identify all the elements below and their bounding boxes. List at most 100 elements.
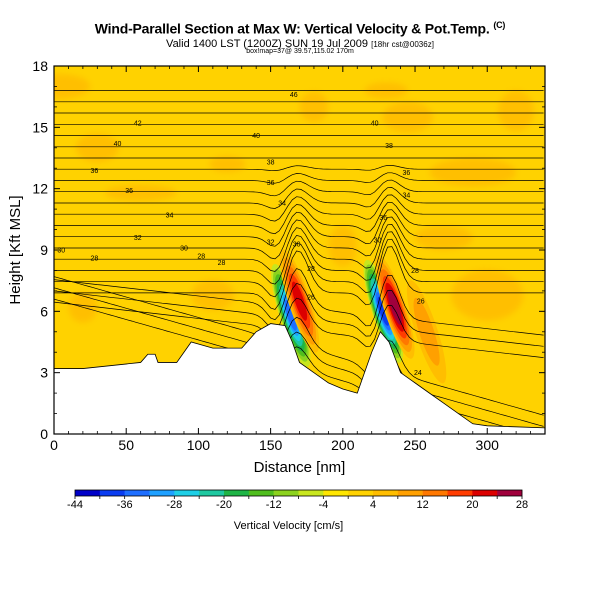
x-tick-label: 100 [187,437,211,453]
weak-updraft-region [299,91,329,123]
theta-contour [54,216,544,260]
y-tick-label: 6 [40,303,48,319]
x-tick-label: 0 [50,437,58,453]
colorbar-tick-label: 20 [466,499,478,511]
valid-time-text: Valid 1400 LST (1200Z) SUN 19 Jul 2009 [166,38,369,50]
weak-updraft-region [498,90,535,132]
colorbar-tick-label: -44 [67,499,83,511]
theta-contour [54,231,544,285]
colorbar-tick-label: -36 [117,499,133,511]
colorbar-swatch [75,490,101,496]
contour-label: 40 [114,141,122,148]
colorbar-tick-label: 12 [417,499,429,511]
colorbar-tick-label: -4 [318,499,328,511]
contour-label: 30 [57,248,65,255]
colorbar-swatch [373,490,399,496]
x-tick-label: 150 [259,437,283,453]
colorbar-swatch [273,490,299,496]
colorbar-label: Vertical Velocity [cm/s] [234,520,343,532]
vertical-velocity-core [271,263,311,367]
weak-updraft-region [328,225,358,267]
colorbar-swatch [224,490,250,496]
colorbar-swatch [348,490,374,496]
chart-title: Wind-Parallel Section at Max W: Vertical… [0,20,600,37]
theta-contour [54,194,544,222]
contour-label: 28 [307,266,315,273]
x-tick-label: 250 [403,437,427,453]
y-tick-label: 0 [40,426,48,442]
weak-updraft-region [191,279,235,311]
y-tick-label: 12 [32,181,48,197]
velocity-band [291,281,308,321]
colorbar-swatch [298,490,324,496]
x-tick-label: 200 [331,437,355,453]
colorbar-swatch [124,490,150,496]
info-line: box!map=37@ 39.57,115.02 170m [246,48,354,55]
vertical-velocity-core [279,249,320,353]
contour-label: 30 [180,245,188,252]
theta-contour [54,297,544,358]
weak-updraft-region [75,133,119,163]
contour-label: 28 [91,256,99,263]
theta-contour [54,201,544,235]
velocity-band [413,297,440,366]
contour-label: 28 [411,268,419,275]
vertical-velocity-field [54,74,535,384]
y-tick-label: 9 [40,242,48,258]
contour-label: 36 [379,215,387,222]
contour-labels: 46 42 40 40 40 38 38 36 36 36 36 34 34 34 36 32 30 32 30 30… [57,92,424,377]
contour-label: 46 [290,92,298,99]
contour-label: 26 [307,295,315,302]
contour-label: 42 [134,121,142,128]
contour-label: 30 [293,241,301,248]
weak-updraft-region [451,269,524,321]
contour-label: 38 [385,143,393,150]
weak-updraft-region [209,155,246,173]
contour-label: 28 [218,260,226,267]
contour-label: 26 [417,299,425,306]
contour-label: 38 [267,160,275,167]
weak-updraft-region [429,158,517,187]
theta-contour [54,224,544,272]
y-axis-label: Height [Kft MSL] [7,195,24,304]
velocity-band [284,300,297,331]
colorbar-tick-label: -12 [266,499,282,511]
theta-contour [54,172,544,184]
colorbar-swatch [422,490,448,496]
colorbar-swatch [447,490,473,496]
contour-label: 30 [374,237,382,244]
weak-updraft-region [54,74,91,99]
contour-label: 36 [402,170,410,177]
y-tick-label: 3 [40,365,48,381]
colorbar-swatch [472,490,498,496]
contour-label: 40 [371,121,379,128]
colorbar-tick-label: 4 [370,499,376,511]
colorbar-swatch [99,490,125,496]
x-tick-label: 300 [476,437,500,453]
colorbar-tick-label: -28 [166,499,182,511]
contour-label: 40 [252,133,260,140]
theta-contour [54,209,544,247]
theta-contour [54,179,544,197]
theta-contour [54,238,544,298]
colorbar-tick-label: 28 [516,499,528,511]
theta-contour [54,268,544,336]
colorbar-swatch [149,490,175,496]
y-tick-label: 15 [32,119,48,135]
weak-updraft-region [104,184,177,201]
valid-time-note: [18hr cst@0036z] [371,40,434,49]
colorbar-swatch [323,490,349,496]
theta-contour [54,287,544,427]
theta-contour [54,187,544,209]
weak-updraft-region [382,101,434,133]
velocity-band [377,296,389,326]
colorbar-swatch [199,490,225,496]
contour-label: 32 [267,239,275,246]
contour-label: 34 [166,213,174,220]
colorbar-tick-label: -20 [216,499,232,511]
theta-contour [54,246,544,310]
theta-contour [54,276,544,416]
